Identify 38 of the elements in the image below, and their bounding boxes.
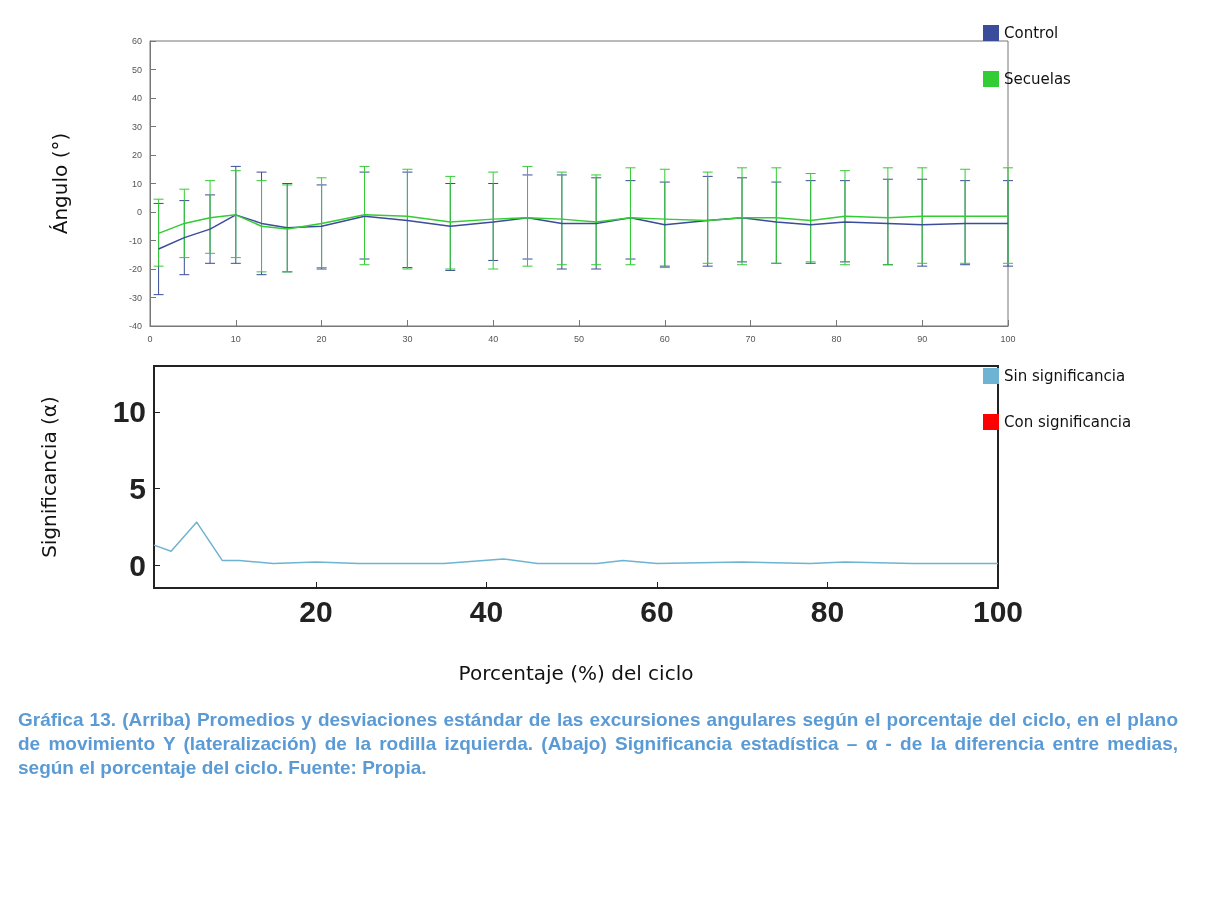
- y-tick-label: 5: [129, 471, 146, 505]
- legend-label: Control: [1004, 24, 1059, 42]
- y-tick-label: -30: [128, 292, 142, 303]
- x-tick-label: 0: [147, 333, 153, 344]
- y-axis-title: Ángulo (°): [48, 132, 72, 235]
- y-tick-label: 0: [136, 207, 142, 217]
- y-tick-label: 10: [112, 395, 146, 429]
- y-tick-label: 50: [131, 64, 142, 75]
- x-tick-label: 30: [402, 333, 413, 344]
- y-tick-label: 30: [131, 121, 142, 132]
- text: Gráfica 13. (Arriba) Promedios y desviaciones estándar de las excursiones angulares según el porcentaje del ciclo, en el plano de movimiento Y (lateralización) de la rodilla izquierda. (Abajo) Significancia estadística – α - de la diferencia entre medias, según el porcentaje del ciclo. Fuente: Propia.: [18, 708, 1178, 780]
- x-tick-label: 10: [230, 333, 241, 344]
- x-tick-label: 40: [488, 333, 499, 344]
- y-tick-label: 60: [131, 36, 142, 46]
- legend-label: Con significancia: [1004, 413, 1132, 431]
- x-tick-label: 100: [972, 594, 1024, 628]
- x-tick-label: 80: [810, 594, 845, 628]
- y-axis-title: Significancia (α): [37, 396, 61, 558]
- y-tick-label: -40: [128, 321, 142, 331]
- legend-label: Sin significancia: [1004, 367, 1126, 385]
- x-tick-label: 100: [1000, 333, 1016, 344]
- y-tick-label: 10: [131, 178, 142, 189]
- x-tick-label: 80: [831, 333, 842, 344]
- y-tick-label: -10: [128, 235, 142, 246]
- x-tick-label: 50: [573, 333, 585, 344]
- x-axis-title: Porcentaje (%) del ciclo: [458, 661, 694, 685]
- legend-label: Secuelas: [1004, 70, 1072, 88]
- y-tick-label: 0: [129, 548, 146, 582]
- x-tick-label: 70: [745, 333, 756, 344]
- x-tick-label: 60: [640, 594, 674, 628]
- x-tick-label: 40: [469, 594, 504, 628]
- x-tick-label: 90: [917, 333, 928, 344]
- y-tick-label: 40: [131, 93, 142, 103]
- x-tick-label: 20: [299, 594, 333, 628]
- x-tick-label: 20: [316, 333, 327, 344]
- y-tick-label: 20: [131, 150, 142, 160]
- y-tick-label: -20: [128, 264, 142, 274]
- x-tick-label: 60: [659, 333, 670, 344]
